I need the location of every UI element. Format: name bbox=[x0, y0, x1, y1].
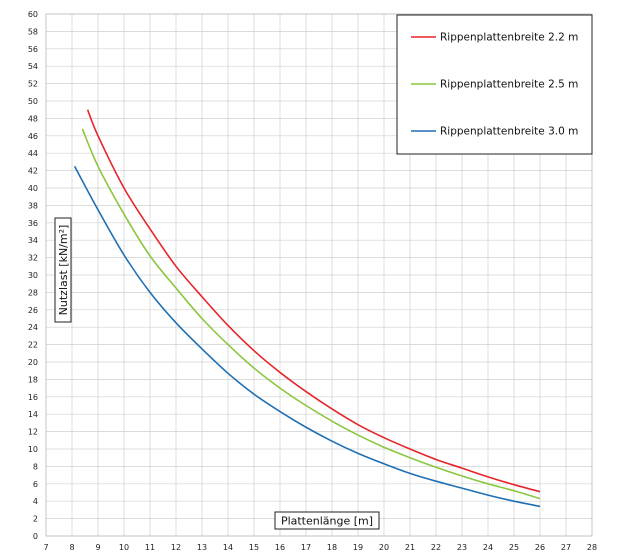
y-tick-label-22: 22 bbox=[28, 341, 38, 350]
series-lines bbox=[73, 109, 541, 508]
legend-label-2-5: Rippenplattenbreite 2.5 m bbox=[440, 79, 578, 91]
x-tick-label-24: 24 bbox=[483, 543, 493, 552]
y-tick-label-32: 32 bbox=[28, 254, 38, 263]
x-tick-label-17: 17 bbox=[301, 543, 311, 552]
series-line-1 bbox=[81, 128, 541, 500]
y-tick-label-18: 18 bbox=[28, 375, 38, 384]
y-tick-label-14: 14 bbox=[28, 410, 38, 419]
y-tick-label-44: 44 bbox=[28, 149, 38, 158]
grid bbox=[45, 13, 593, 537]
x-tick-label-14: 14 bbox=[223, 543, 233, 552]
plot-area-border bbox=[45, 13, 593, 537]
x-tick-label-7: 7 bbox=[43, 543, 48, 552]
y-tick-label-54: 54 bbox=[28, 62, 38, 71]
legend-label-2-2: Rippenplattenbreite 2.2 m bbox=[440, 32, 578, 44]
x-tick-label-19: 19 bbox=[353, 543, 363, 552]
y-tick-label-6: 6 bbox=[33, 480, 38, 489]
y-tick-label-60: 60 bbox=[28, 10, 38, 19]
y-axis-ticks: 0246810121416182022242628303234363840424… bbox=[28, 10, 38, 541]
x-axis-ticks: 7 8 9 10 11 12 13 14 15 16 17 18 19 20 21 22 23 24 25 26 27 2… bbox=[43, 543, 597, 552]
x-tick-label-8: 8 bbox=[69, 543, 74, 552]
x-tick-label-16: 16 bbox=[275, 543, 285, 552]
x-axis-title-group: Plattenlänge [m] bbox=[274, 511, 380, 530]
y-tick-label-28: 28 bbox=[28, 288, 38, 297]
x-tick-label-15: 15 bbox=[249, 543, 259, 552]
x-tick-label-10: 10 bbox=[119, 543, 129, 552]
y-tick-label-30: 30 bbox=[28, 271, 38, 280]
y-tick-label-8: 8 bbox=[33, 462, 38, 471]
x-tick-label-26: 26 bbox=[535, 543, 545, 552]
x-tick-label-23: 23 bbox=[457, 543, 467, 552]
y-axis-title-box bbox=[54, 217, 72, 323]
x-tick-label-12: 12 bbox=[171, 543, 181, 552]
x-tick-label-28: 28 bbox=[587, 543, 597, 552]
legend: Rippenplattenbreite 2.2 m Rippenplattenb… bbox=[396, 14, 593, 155]
y-tick-label-52: 52 bbox=[28, 80, 38, 89]
y-tick-label-36: 36 bbox=[28, 219, 38, 228]
y-tick-label-10: 10 bbox=[28, 445, 38, 454]
series-line-2 bbox=[73, 165, 541, 508]
y-tick-label-0: 0 bbox=[33, 532, 38, 541]
y-tick-label-48: 48 bbox=[28, 114, 38, 123]
x-tick-label-20: 20 bbox=[379, 543, 389, 552]
x-tick-label-27: 27 bbox=[561, 543, 571, 552]
y-tick-label-26: 26 bbox=[28, 306, 38, 315]
y-tick-label-12: 12 bbox=[28, 428, 38, 437]
y-tick-label-50: 50 bbox=[28, 97, 38, 106]
y-axis-title-group: Nutzlast [kN/m²] bbox=[54, 217, 72, 323]
y-tick-label-38: 38 bbox=[28, 201, 38, 210]
y-tick-label-58: 58 bbox=[28, 27, 38, 36]
y-tick-label-40: 40 bbox=[28, 184, 38, 193]
y-axis-title: Nutzlast [kN/m²] bbox=[57, 225, 70, 316]
x-tick-label-22: 22 bbox=[431, 543, 441, 552]
y-tick-label-34: 34 bbox=[28, 236, 38, 245]
x-tick-label-13: 13 bbox=[197, 543, 207, 552]
x-axis-title-box bbox=[274, 511, 380, 530]
y-tick-label-24: 24 bbox=[28, 323, 38, 332]
x-tick-label-18: 18 bbox=[327, 543, 337, 552]
x-axis-title: Plattenlänge [m] bbox=[281, 515, 373, 528]
y-tick-label-16: 16 bbox=[28, 393, 38, 402]
y-tick-label-56: 56 bbox=[28, 45, 38, 54]
x-tick-label-21: 21 bbox=[405, 543, 415, 552]
x-tick-label-25: 25 bbox=[509, 543, 519, 552]
x-tick-label-9: 9 bbox=[95, 543, 100, 552]
y-tick-label-20: 20 bbox=[28, 358, 38, 367]
y-tick-label-46: 46 bbox=[28, 132, 38, 141]
legend-label-3-0: Rippenplattenbreite 3.0 m bbox=[440, 126, 578, 138]
series-line-0 bbox=[86, 109, 541, 493]
y-tick-label-4: 4 bbox=[33, 497, 38, 506]
x-tick-label-11: 11 bbox=[145, 543, 155, 552]
y-tick-label-42: 42 bbox=[28, 167, 38, 176]
y-tick-label-2: 2 bbox=[33, 515, 38, 524]
